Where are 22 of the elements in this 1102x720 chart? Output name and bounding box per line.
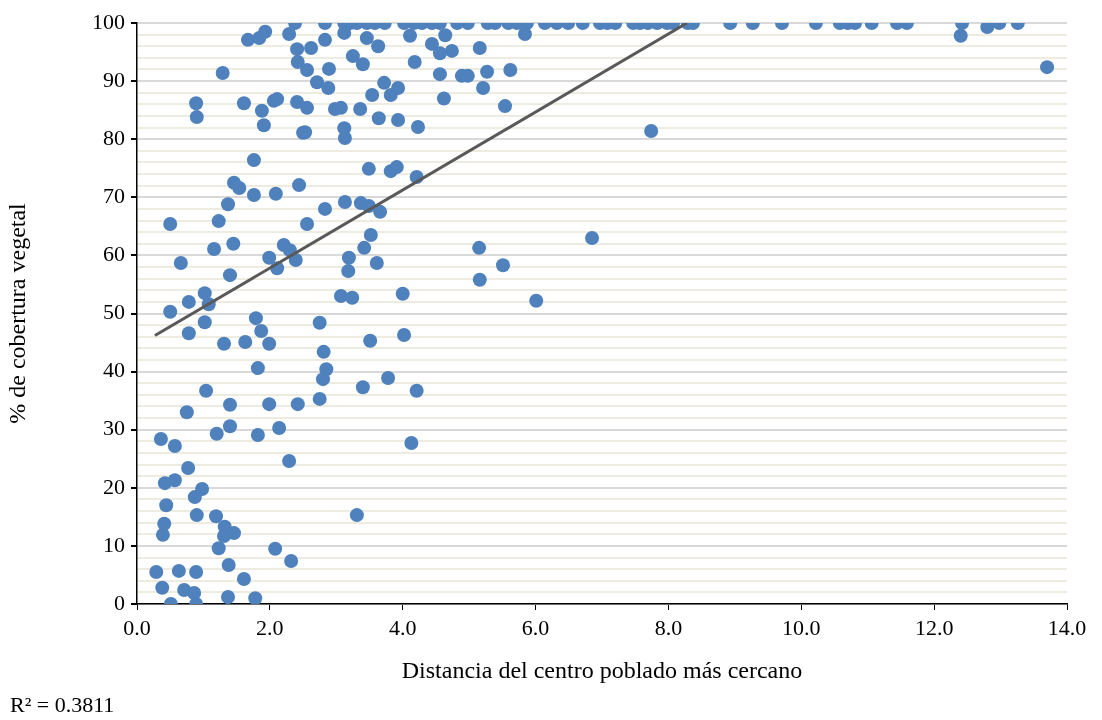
x-tick-label: 8.0 bbox=[654, 614, 683, 640]
x-tick-label: 10.0 bbox=[782, 614, 821, 640]
x-tick-label: 14.0 bbox=[1047, 614, 1087, 640]
text: R² = 0.3811 bbox=[10, 692, 115, 717]
x-tick-label: 6.0 bbox=[521, 614, 550, 640]
y-tick-label: 0 bbox=[114, 589, 125, 615]
y-tick-label: 100 bbox=[92, 8, 125, 34]
y-tick-label: 10 bbox=[103, 531, 125, 557]
y-tick-label: 30 bbox=[103, 415, 125, 441]
y-tick-label: 80 bbox=[103, 124, 125, 150]
y-tick-label: 60 bbox=[103, 241, 125, 267]
x-axis-title: Distancia del centro poblado más cercano bbox=[401, 656, 803, 683]
y-tick-label: 50 bbox=[103, 299, 125, 325]
x-tick-label: 2.0 bbox=[256, 614, 284, 640]
y-tick-label: 40 bbox=[103, 357, 125, 383]
y-tick-label: 90 bbox=[103, 66, 125, 92]
x-tick-label: 4.0 bbox=[388, 614, 417, 640]
y-axis-title: % de cobertura vegetal bbox=[3, 202, 30, 424]
y-tick-label: 20 bbox=[103, 473, 125, 499]
x-tick-label: 0.0 bbox=[123, 614, 151, 640]
x-tick-label: 12.0 bbox=[914, 614, 954, 640]
y-tick-label: 70 bbox=[103, 183, 125, 209]
